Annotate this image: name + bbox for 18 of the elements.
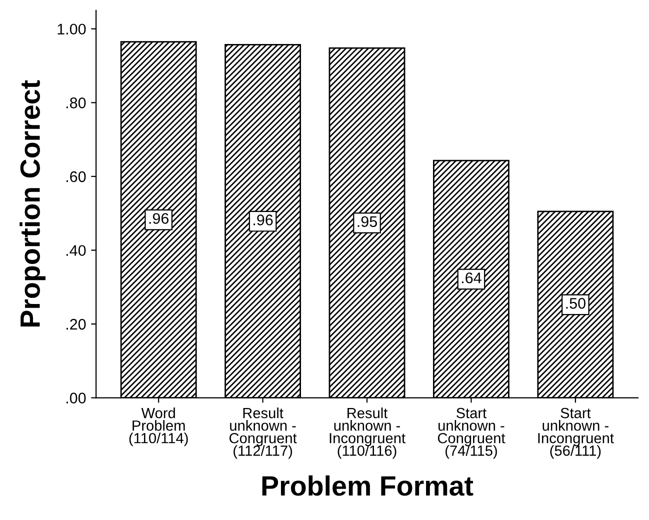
x-axis-title: Problem Format <box>262 475 474 496</box>
x-tick-label: Result unknown - Congruent (112/117) <box>229 408 297 459</box>
x-tick-label: Start unknown - Incongruent (56/111) <box>538 408 614 459</box>
y-tick-label: .80 <box>66 98 86 108</box>
data-label: .95 <box>358 216 377 228</box>
y-tick-label: 1.00 <box>58 24 86 35</box>
data-label: .96 <box>254 214 273 226</box>
x-tick-label: Start unknown - Congruent (74/115) <box>438 408 506 459</box>
x-tick-label: Result unknown - Incongruent (110/116) <box>330 408 406 459</box>
data-label: .64 <box>462 272 482 284</box>
data-label: .96 <box>149 213 169 224</box>
data-label: .50 <box>566 298 586 309</box>
y-axis-title: Proportion Correct <box>20 80 46 326</box>
y-tick-label: .00 <box>66 392 86 404</box>
x-tick-label: Word Problem (110/114) <box>129 408 188 446</box>
y-tick-label: .40 <box>66 245 86 256</box>
y-tick-label: .20 <box>66 318 86 330</box>
y-tick-label: .60 <box>66 171 86 182</box>
